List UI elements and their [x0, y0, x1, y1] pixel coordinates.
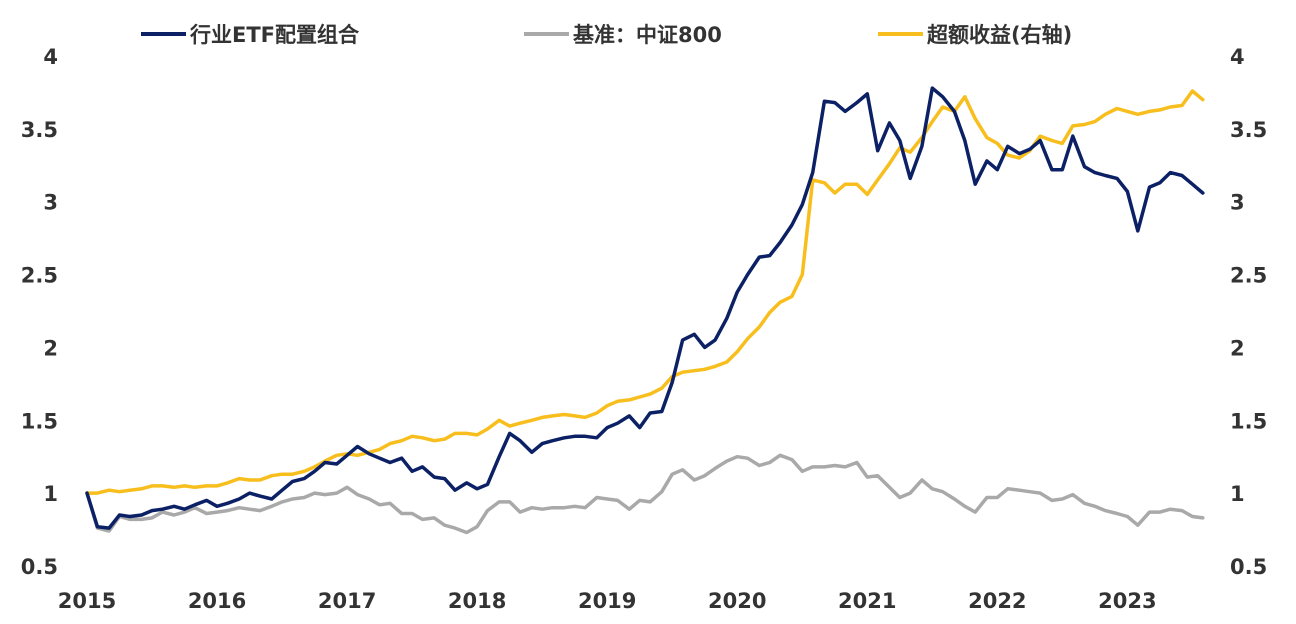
y-left-tick-label: 2 [43, 336, 58, 360]
chart-legend: 行业ETF配置组合 基准：中证800 超额收益(右轴) [141, 23, 1072, 47]
legend-label-benchmark: 基准：中证800 [573, 23, 722, 47]
y-right-tick-label: 0.5 [1230, 555, 1267, 579]
y-left-tick-label: 3.5 [21, 118, 58, 142]
y-left-tick-label: 1.5 [21, 409, 58, 433]
y-right-tick-label: 2.5 [1230, 264, 1267, 288]
series-line-benchmark [85, 453, 1205, 535]
x-tick-label: 2020 [708, 589, 766, 613]
legend-label-portfolio: 行业ETF配置组合 [189, 23, 360, 47]
x-tick-label: 2015 [58, 589, 116, 613]
y-left-tick-label: 2.5 [21, 264, 58, 288]
x-tick-label: 2018 [448, 589, 506, 613]
y-right-tick-label: 4 [1230, 45, 1245, 69]
y-right-tick-label: 1 [1230, 482, 1245, 506]
x-axis: 2015 2016 2017 2018 2019 2020 2021 2022 2023 [58, 589, 1157, 613]
legend-label-excess: 超额收益(右轴) [927, 23, 1072, 47]
x-tick-label: 2019 [578, 589, 636, 613]
series-line-excess [85, 89, 1205, 495]
x-tick-label: 2017 [318, 589, 376, 613]
y-left-tick-label: 0.5 [21, 555, 58, 579]
y-right-tick-label: 1.5 [1230, 409, 1267, 433]
y-left-tick-label: 4 [43, 45, 58, 69]
series-lines [85, 86, 1205, 535]
x-tick-label: 2023 [1098, 589, 1156, 613]
series-line-portfolio [85, 86, 1205, 530]
x-tick-label: 2022 [968, 589, 1026, 613]
y-axis-right: 0.5 1 1.5 2 2.5 3 3.5 4 [1230, 45, 1267, 579]
x-tick-label: 2016 [188, 589, 246, 613]
y-right-tick-label: 2 [1230, 336, 1245, 360]
y-axis-left: 0.5 1 1.5 2 2.5 3 3.5 4 [21, 45, 58, 579]
y-left-tick-label: 3 [43, 191, 58, 215]
y-right-tick-label: 3 [1230, 191, 1245, 215]
y-right-tick-label: 3.5 [1230, 118, 1267, 142]
y-left-tick-label: 1 [43, 482, 58, 506]
x-tick-label: 2021 [838, 589, 896, 613]
